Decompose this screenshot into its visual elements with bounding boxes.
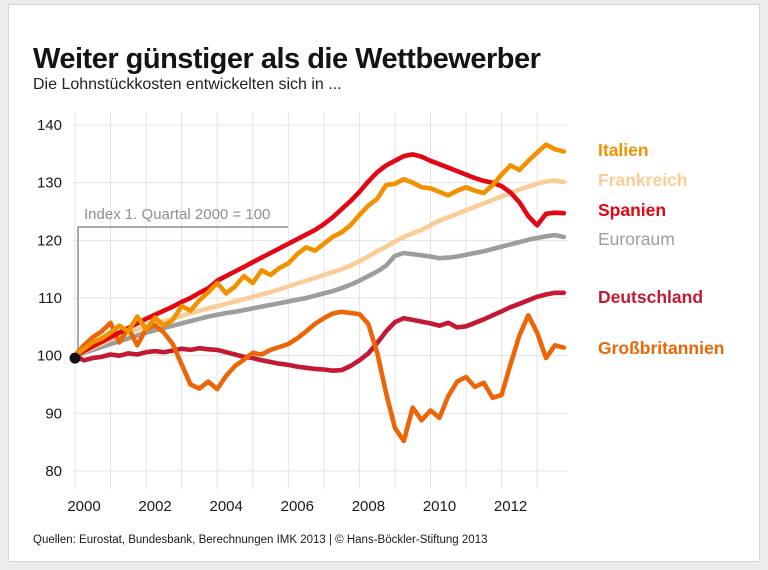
y-tick-label: 130: [37, 175, 62, 192]
page-title: Weiter günstiger als die Wettbewerber: [33, 43, 541, 76]
y-axis-labels: 80 90 100 110 120 130 140: [37, 117, 62, 480]
x-tick-label: 2004: [210, 498, 243, 515]
series-line-spanien: [72, 152, 567, 358]
legend-item-italien: Italien: [598, 140, 649, 160]
chart-card: [8, 4, 760, 562]
series-line-grossbritannien: [72, 309, 567, 444]
series-line-deutschland: [72, 290, 567, 373]
x-tick-label: 2006: [281, 498, 314, 515]
y-tick-label: 120: [37, 232, 62, 249]
legend-item-deutschland: Deutschland: [598, 287, 704, 307]
legend-item-frankreich: Frankreich: [598, 170, 688, 190]
chart-subtitle: Die Lohnstückkosten entwickelten sich in…: [33, 76, 342, 93]
source-line: Quellen: Eurostat, Bundesbank, Berechnun…: [33, 534, 488, 546]
grid: [73, 112, 568, 489]
y-tick-label: 140: [37, 117, 62, 134]
x-axis-labels: 2000 2002 2004 2006 2008 2010 2012: [67, 498, 527, 515]
y-tick-label: 100: [37, 348, 62, 365]
series-line-euroraum: [72, 232, 567, 358]
y-tick-label: 110: [38, 290, 62, 307]
x-tick-label: 2010: [423, 498, 456, 515]
x-tick-label: 2008: [352, 498, 385, 515]
x-tick-label: 2000: [67, 498, 100, 515]
index-base-dot: [69, 352, 81, 364]
legend-item-euroraum: Euroraum: [598, 229, 675, 249]
annotation-bracket: [77, 226, 288, 352]
legend-item-grossbritannien: Großbritannien: [598, 338, 725, 358]
y-tick-label: 90: [45, 405, 62, 422]
y-tick-label: 80: [45, 463, 62, 480]
legend-item-spanien: Spanien: [598, 200, 667, 220]
x-tick-label: 2012: [494, 498, 527, 515]
x-tick-label: 2002: [138, 498, 171, 515]
series-line-italien: [72, 142, 567, 358]
index-annotation: Index 1. Quartal 2000 = 100: [84, 206, 270, 223]
